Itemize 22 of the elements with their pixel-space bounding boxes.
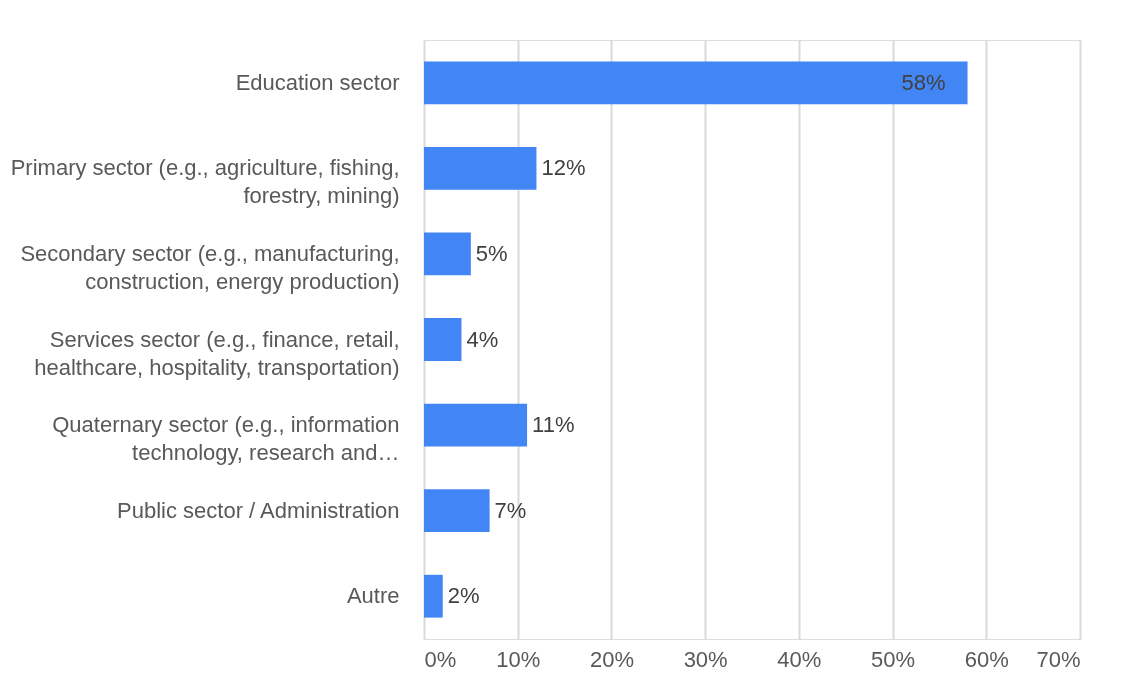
x-tick-label: 70% (1036, 646, 1081, 672)
x-tick-label: 50% (871, 646, 916, 672)
data-label: 58% (901, 69, 946, 95)
y-tick-label: Autre (346, 583, 400, 609)
y-tick-label: Quaternary sector (e.g., information technology, research and… (52, 412, 400, 466)
x-tick-label: 10% (496, 646, 541, 672)
data-label: 12% (541, 155, 586, 181)
data-label: 11% (532, 412, 575, 438)
y-tick-label: Primary sector (e.g., agriculture, fishing, forestry, mining) (10, 155, 400, 209)
x-tick-label: 30% (683, 646, 728, 672)
x-tick-label: 60% (964, 646, 1009, 672)
data-label: 4% (466, 326, 499, 352)
data-label: 2% (447, 583, 480, 609)
x-tick-label: 20% (589, 646, 634, 672)
y-tick-label: Secondary sector (e.g., manufacturing, construction, energy production) (20, 240, 400, 294)
y-tick-label: Public sector / Administration (117, 497, 400, 523)
y-tick-label: Services sector (e.g., finance, retail, healthcare, hospitality, transportation) (34, 326, 400, 380)
x-tick-label: 0% (424, 646, 457, 672)
data-label: 7% (494, 497, 527, 523)
x-tick-label: 40% (777, 646, 822, 672)
data-label: 5% (475, 240, 508, 266)
y-tick-label: Education sector (235, 69, 400, 95)
